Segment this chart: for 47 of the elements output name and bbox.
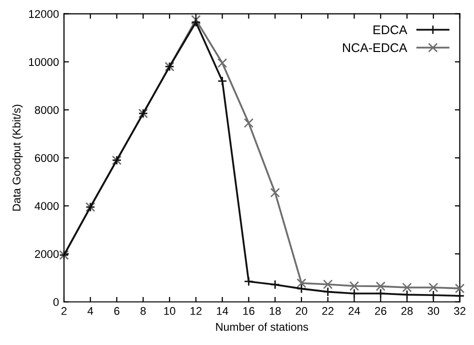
point	[322, 279, 333, 290]
point	[244, 276, 254, 286]
point	[296, 284, 306, 294]
point	[349, 288, 360, 298]
legend-label: NCA-EDCA	[343, 43, 408, 52]
x-tick-label: 32	[454, 307, 466, 315]
y-tick-label: 10000	[29, 58, 59, 66]
point	[270, 188, 280, 198]
point	[270, 280, 280, 290]
x-tick-label: 14	[216, 307, 228, 315]
x-tick-label: 30	[428, 307, 440, 315]
point	[428, 282, 438, 292]
x-tick-label: 4	[88, 307, 94, 315]
x-tick-label: 20	[296, 307, 308, 315]
point	[454, 284, 465, 294]
x-tick-label: 6	[114, 307, 120, 315]
point	[217, 58, 228, 68]
point	[217, 76, 228, 86]
point	[349, 281, 360, 291]
x-tick-label: 28	[401, 307, 413, 315]
y-axis-title: Data Goodput (Kbit/s)	[12, 104, 23, 211]
point	[322, 286, 333, 297]
point	[454, 291, 465, 301]
x-tick-label: 16	[243, 307, 254, 315]
point	[191, 14, 201, 25]
x-tick-label: 24	[348, 307, 360, 315]
x-tick-label: 10	[164, 307, 176, 315]
point	[402, 282, 412, 292]
x-tick-label: 2	[61, 307, 67, 315]
point	[376, 288, 386, 298]
x-tick-label: 12	[190, 307, 202, 315]
y-tick-label: 2000	[34, 250, 59, 258]
y-tick-label: 4000	[34, 202, 59, 210]
y-tick-label: 8000	[34, 106, 59, 114]
point	[376, 281, 386, 292]
x-tick-label: 8	[140, 307, 146, 315]
point	[191, 17, 201, 28]
point	[296, 278, 306, 288]
y-tick-label: 12000	[29, 10, 59, 18]
y-tick-label: 0	[53, 298, 59, 306]
y-tick-label: 6000	[34, 154, 59, 162]
x-axis-title: Number of stations	[216, 322, 308, 331]
point	[244, 118, 254, 128]
legend-label: EDCA	[374, 25, 408, 34]
x-tick-label: 26	[375, 307, 386, 315]
x-tick-label: 22	[322, 307, 334, 315]
x-tick-label: 18	[270, 307, 281, 315]
